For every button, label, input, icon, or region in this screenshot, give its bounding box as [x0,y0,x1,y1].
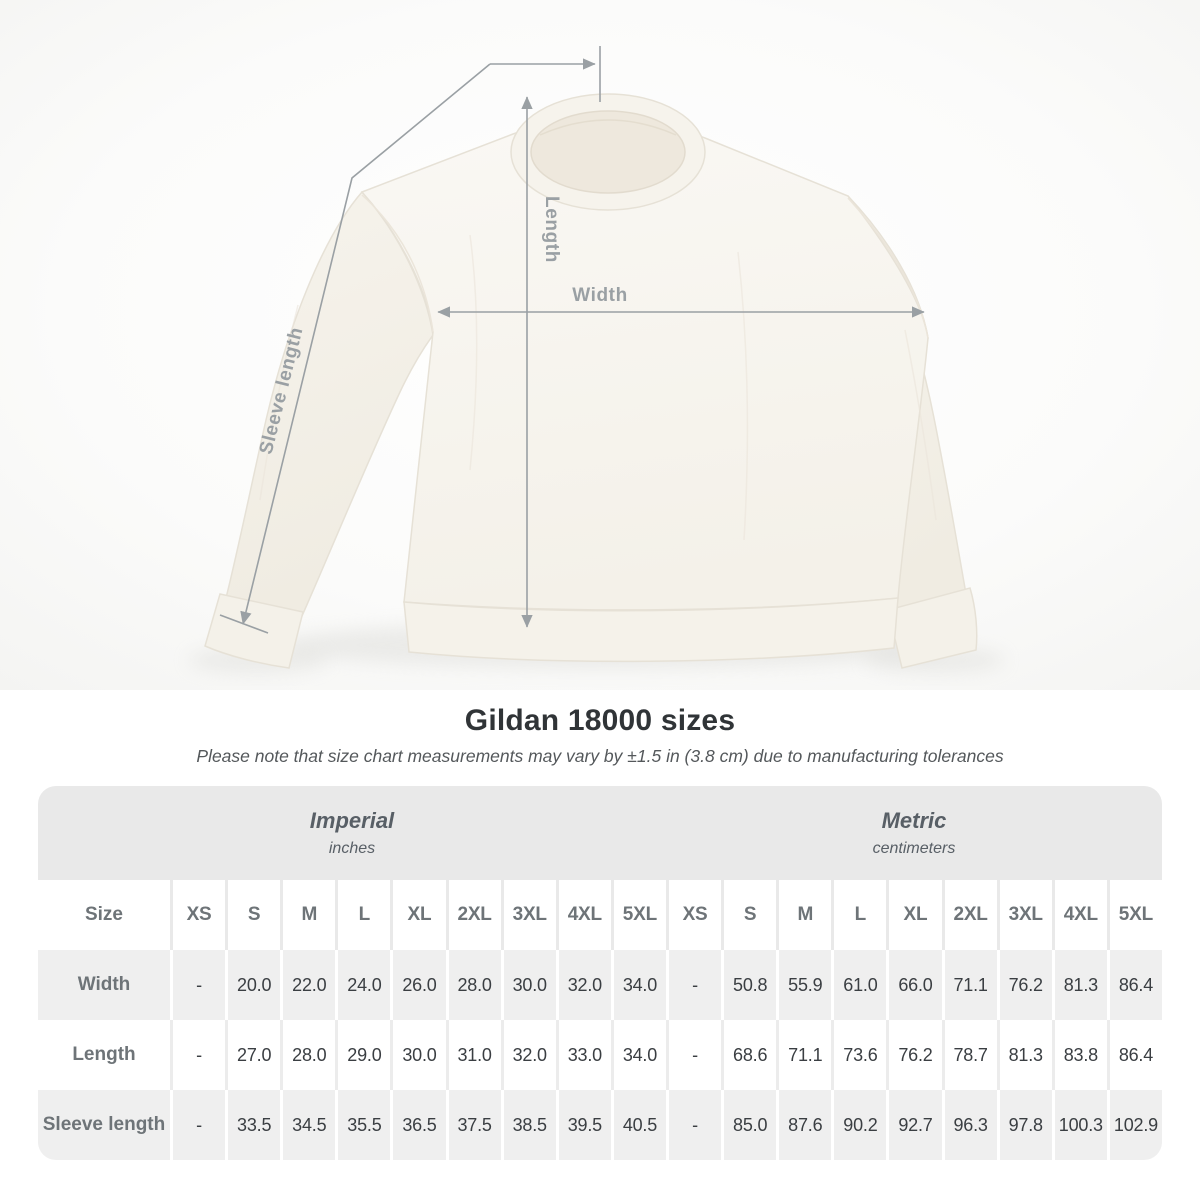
value-cell: 73.6 [831,1020,887,1090]
value-cell: 81.3 [1051,950,1107,1020]
size-column-header-metric: 5XL [1106,880,1162,950]
metric-band: Metric centimeters [665,786,1162,880]
value-cell: 85.0 [721,1090,777,1160]
value-cell: 31.0 [445,1020,501,1090]
value-cell: 22.0 [280,950,336,1020]
size-column-header-imperial: XL [390,880,446,950]
imperial-band-title: Imperial [309,808,395,833]
row-label: Sleeve length [38,1090,170,1160]
collar-inner-shadow [539,119,677,136]
size-column-header-metric: 2XL [941,880,997,950]
value-cell: 86.4 [1106,1020,1162,1090]
size-column-header-imperial: 3XL [500,880,556,950]
value-cell: - [665,1090,722,1160]
sleeve-arrow-diagonal [240,63,491,625]
value-cell: 39.5 [555,1090,611,1160]
value-cell: 34.0 [610,1020,666,1090]
value-cell: 34.5 [280,1090,336,1160]
value-cell: 30.0 [390,1020,446,1090]
size-header-cell: Size [38,880,170,950]
size-chart-table: Imperial inches Metric centimeters Size X… [38,786,1162,1160]
value-cell: 78.7 [941,1020,997,1090]
value-cell: 33.5 [225,1090,281,1160]
value-cell: 92.7 [886,1090,942,1160]
length-label: Length [541,196,562,263]
value-cell: 83.8 [1051,1020,1107,1090]
sweatshirt-graphic [204,93,978,669]
value-cell: 32.0 [555,950,611,1020]
page-title: Gildan 18000 sizes [464,704,736,737]
metric-band-title: Metric [881,808,947,833]
value-cell: 40.5 [610,1090,666,1160]
value-cell: 50.8 [721,950,777,1020]
value-cell: 66.0 [886,950,942,1020]
value-cell: 68.6 [721,1020,777,1090]
size-column-header-imperial: 5XL [610,880,666,950]
size-column-header-metric: XS [665,880,722,950]
tolerance-note: Please note that size chart measurements… [196,746,1004,766]
value-cell: 96.3 [941,1090,997,1160]
imperial-band: Imperial inches [38,786,666,880]
value-cell: 32.0 [500,1020,556,1090]
value-cell: 55.9 [776,950,832,1020]
value-cell: 35.5 [335,1090,391,1160]
collar-opening [530,110,686,194]
cuff-tick [219,614,269,634]
value-cell: 28.0 [280,1020,336,1090]
value-cell: 34.0 [610,950,666,1020]
left-cuff [204,593,304,669]
size-column-header-imperial: 2XL [445,880,501,950]
value-cell: - [665,1020,722,1090]
seam-lines [259,194,937,541]
value-cell: 76.2 [996,950,1052,1020]
value-cell: - [170,950,226,1020]
value-cell: 36.5 [390,1090,446,1160]
value-cell: 61.0 [831,950,887,1020]
row-label: Length [38,1020,170,1090]
size-column-header-metric: 3XL [996,880,1052,950]
row-label: Width [38,950,170,1020]
value-cell: 27.0 [225,1020,281,1090]
value-cell: 30.0 [500,950,556,1020]
imperial-band-subtitle: inches [328,840,376,857]
value-cell: - [170,1090,226,1160]
width-label: Width [572,285,628,306]
value-cell: 33.0 [555,1020,611,1090]
size-column-header-metric: 4XL [1051,880,1107,950]
size-column-header-metric: L [831,880,887,950]
size-column-header-imperial: XS [170,880,226,950]
size-column-header-imperial: S [225,880,281,950]
right-cuff [887,587,978,669]
value-cell: 86.4 [1106,950,1162,1020]
size-column-header-metric: S [721,880,777,950]
value-cell: 87.6 [776,1090,832,1160]
measurement-annotations [219,46,925,634]
metric-band-subtitle: centimeters [872,840,956,857]
value-cell: 71.1 [941,950,997,1020]
value-cell: 76.2 [886,1020,942,1090]
value-cell: 28.0 [445,950,501,1020]
value-cell: 38.5 [500,1090,556,1160]
sweatshirt-illustration: Length Width Sleeve length [0,0,1200,690]
value-cell: 71.1 [776,1020,832,1090]
value-cell: 102.9 [1106,1090,1162,1160]
size-column-header-imperial: M [280,880,336,950]
value-cell: 100.3 [1051,1090,1107,1160]
value-cell: 81.3 [996,1020,1052,1090]
size-column-header-imperial: L [335,880,391,950]
size-column-header-metric: XL [886,880,942,950]
value-cell: 97.8 [996,1090,1052,1160]
size-column-header-metric: M [776,880,832,950]
value-cell: 26.0 [390,950,446,1020]
value-cell: - [170,1020,226,1090]
value-cell: 37.5 [445,1090,501,1160]
value-cell: 90.2 [831,1090,887,1160]
sweatshirt-svg: Length Width Sleeve length [0,0,1200,690]
value-cell: 20.0 [225,950,281,1020]
value-cell: 29.0 [335,1020,391,1090]
value-cell: - [665,950,722,1020]
size-column-header-imperial: 4XL [555,880,611,950]
value-cell: 24.0 [335,950,391,1020]
